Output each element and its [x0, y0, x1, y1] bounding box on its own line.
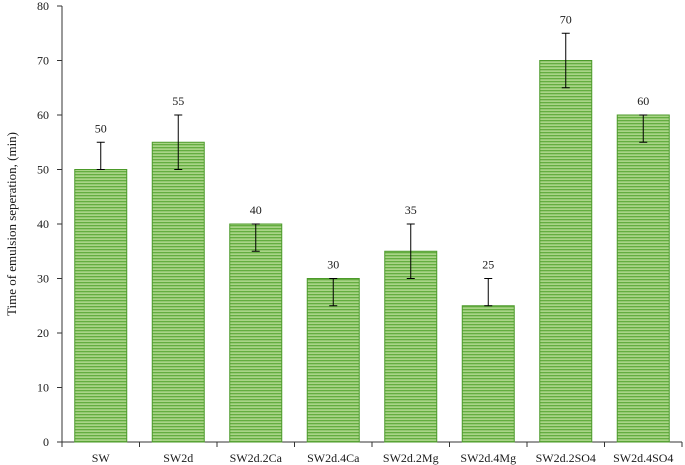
bar [74, 169, 128, 443]
data-label: 60 [637, 94, 649, 108]
bar [229, 223, 283, 443]
x-category-label: SW2d.4Mg [460, 451, 516, 465]
bar [539, 60, 593, 443]
x-category-label: SW2d.2Ca [230, 451, 283, 465]
y-tick-label: 70 [37, 54, 49, 68]
data-label: 30 [327, 258, 339, 272]
x-axis: SW SW2d SW2d.2Ca SW2d.4Ca SW2d.2Mg SW2d.4Mg SW… [61, 441, 683, 465]
data-labels: 50 55 40 30 35 25 70 60 [95, 12, 650, 271]
y-tick-label: 0 [43, 435, 49, 449]
x-category-label: SW2d.2Mg [383, 451, 439, 465]
y-tick-label: 60 [37, 108, 49, 122]
y-axis-title: Time of emulsion seperation, (min) [4, 132, 19, 316]
bar [151, 141, 205, 443]
data-label: 25 [482, 258, 494, 272]
x-category-label: SW [92, 451, 111, 465]
bar-series [74, 60, 670, 443]
bar [461, 305, 515, 443]
data-label: 70 [560, 12, 572, 26]
bar [616, 114, 670, 443]
data-label: 50 [95, 121, 107, 135]
y-tick-label: 50 [37, 163, 49, 177]
y-tick-label: 80 [37, 0, 49, 13]
x-category-label: SW2d.4SO4 [613, 451, 673, 465]
data-label: 55 [172, 94, 184, 108]
bar [384, 250, 438, 443]
data-label: 35 [405, 203, 417, 217]
error-bars [96, 32, 648, 307]
y-tick-label: 40 [37, 217, 49, 231]
x-category-label: SW2d.4Ca [307, 451, 360, 465]
x-category-label: SW2d.2SO4 [536, 451, 596, 465]
data-label: 40 [250, 203, 262, 217]
x-category-label: SW2d [163, 451, 193, 465]
y-tick-label: 30 [37, 272, 49, 286]
y-axis: 0 10 20 30 40 50 60 70 80 [37, 0, 63, 449]
y-tick-label: 20 [37, 326, 49, 340]
y-tick-label: 10 [37, 381, 49, 395]
